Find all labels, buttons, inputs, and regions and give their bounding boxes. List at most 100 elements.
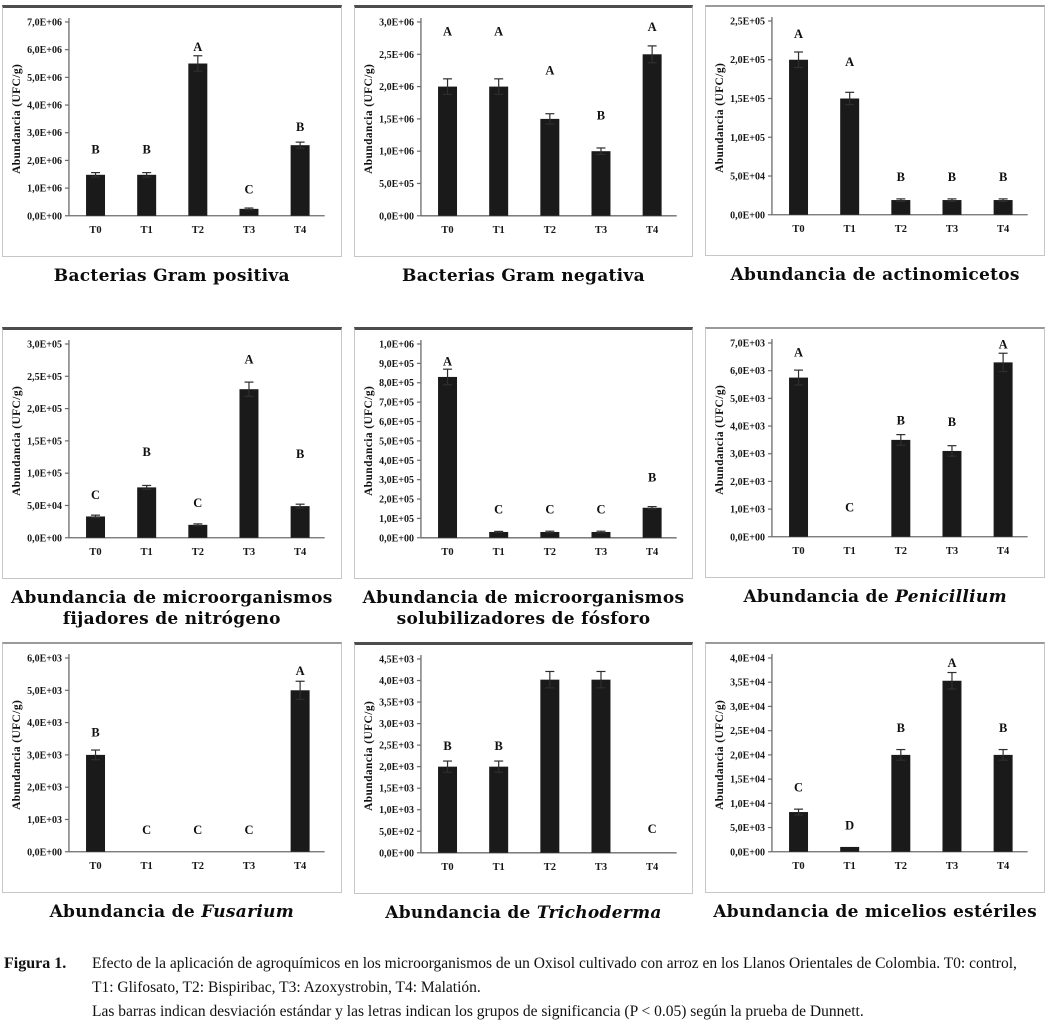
- y-tick-label: 1,0E+04: [731, 799, 766, 810]
- y-tick-label: 8,0E+05: [379, 378, 414, 389]
- chart-title: Abundancia de Penicillium: [705, 587, 1045, 608]
- bar-T4: [642, 507, 662, 538]
- bar-chart-penicillium: 0,0E+00 1,0E+03 2,0E+03 3,0E+03 4,0E+03 5,0E+…: [714, 337, 1028, 557]
- y-tick-label: 1,0E+06: [27, 184, 62, 195]
- chart-title-line: Abundancia de microorganismos: [354, 588, 694, 609]
- chart-cell-gram-positiva: 0,0E+00 1,0E+06 2,0E+06 3,0E+06 4,0E+06 5,0E+…: [2, 5, 342, 327]
- x-tick-label: T2: [895, 224, 907, 235]
- significance-letter: C: [142, 823, 151, 837]
- chart-title-line: Bacterias Gram positiva: [2, 266, 342, 287]
- y-tick-label: 0,0E+00: [379, 849, 414, 860]
- significance-letter: C: [244, 823, 253, 837]
- significance-letter: A: [443, 354, 452, 368]
- significance-letter: C: [494, 503, 503, 517]
- significance-letter: D: [845, 819, 854, 833]
- x-tick-label: T0: [89, 547, 101, 558]
- chart-cell-solubilizadores-fosforo: 0,0E+00 1,0E+05 2,0E+05 3,0E+05 4,0E+05 5,0E+…: [353, 327, 694, 642]
- significance-letter: B: [897, 413, 905, 427]
- x-tick-label: T0: [89, 225, 101, 236]
- caption-paragraph-1: Efecto de la aplicación de agroquímicos …: [92, 955, 1017, 997]
- x-tick-label: T1: [844, 861, 856, 872]
- y-tick-label: 3,0E+05: [379, 475, 414, 486]
- bar-T2: [891, 200, 911, 215]
- x-tick-label: T0: [441, 547, 453, 558]
- x-tick-label: T3: [946, 546, 958, 557]
- significance-letter: A: [948, 656, 957, 670]
- chart-title-segment: Bacterias Gram positiva: [53, 265, 290, 286]
- bar-T0: [789, 812, 809, 853]
- x-tick-label: T4: [646, 862, 659, 873]
- significance-letter: B: [648, 471, 656, 485]
- chart-title-italic-segment: Penicillium: [895, 586, 1007, 607]
- y-tick-label: 2,0E+03: [27, 783, 62, 794]
- x-tick-label: T2: [543, 547, 555, 558]
- y-tick-label: 1,5E+06: [379, 114, 414, 125]
- caption-paragraph-2: Las barras indican desviación estándar y…: [92, 1003, 864, 1021]
- x-tick-label: T2: [543, 225, 555, 236]
- y-tick-label: 4,0E+04: [731, 654, 766, 665]
- y-tick-label: 2,5E+04: [731, 726, 766, 737]
- chart-title-segment: Abundancia de: [385, 903, 537, 923]
- x-tick-label: T2: [192, 547, 204, 558]
- x-tick-label: T2: [895, 546, 907, 557]
- bar-T2: [539, 118, 559, 216]
- chart-panel: 0,0E+00 1,0E+03 2,0E+03 3,0E+03 4,0E+03 5,0E+…: [705, 327, 1045, 578]
- y-tick-label: 2,0E+05: [731, 55, 766, 66]
- bar-T0: [86, 755, 106, 853]
- charts-grid: 0,0E+00 1,0E+06 2,0E+06 3,0E+06 4,0E+06 5,0E+…: [2, 5, 1045, 934]
- bar-T4: [993, 362, 1013, 537]
- chart-title-segment: Abundancia de microorganismos: [362, 587, 685, 608]
- chart-panel: 0,0E+00 5,0E+04 1,0E+05 1,5E+05 2,0E+05 2,5E+…: [2, 327, 342, 579]
- chart-cell-trichoderma: 0,0E+00 5,0E+02 1,0E+03 1,5E+03 2,0E+03 2,5E+…: [353, 642, 694, 934]
- x-tick-label: T2: [192, 861, 204, 872]
- y-axis-label: Abundancia (UFC/g): [363, 64, 375, 174]
- bar-T3: [239, 208, 259, 216]
- y-tick-label: 3,5E+04: [731, 678, 766, 689]
- significance-letter: B: [494, 739, 502, 753]
- chart-cell-micelios-esteriles: 0,0E+00 5,0E+03 1,0E+04 1,5E+04 2,0E+04 2,5E+…: [705, 642, 1045, 934]
- significance-letter: B: [897, 721, 905, 735]
- y-tick-label: 0,0E+00: [27, 211, 62, 222]
- bar-T1: [137, 487, 157, 538]
- x-tick-label: T1: [492, 547, 504, 558]
- chart-panel: 0,0E+00 1,0E+06 2,0E+06 3,0E+06 4,0E+06 5,0E+…: [2, 5, 342, 257]
- significance-letter: B: [91, 726, 99, 740]
- chart-title-segment: Abundancia de micelios estériles: [713, 901, 1037, 922]
- bar-chart-bacterias-gram-positiva: 0,0E+00 1,0E+06 2,0E+06 3,0E+06 4,0E+06 5,0E+…: [11, 17, 325, 236]
- bar-T2: [891, 755, 911, 853]
- significance-letter: B: [948, 415, 956, 429]
- chart-panel: 0,0E+00 5,0E+02 1,0E+03 1,5E+03 2,0E+03 2,5E+…: [353, 642, 694, 894]
- x-tick-label: T0: [441, 225, 453, 236]
- significance-letter: C: [545, 503, 554, 517]
- bar-T3: [942, 200, 962, 215]
- chart-title: Abundancia de microorganismos fijadores d…: [2, 588, 342, 631]
- significance-letter: B: [897, 170, 905, 184]
- chart-title-italic-segment: Fusarium: [201, 901, 295, 922]
- y-axis-label: Abundancia (UFC/g): [11, 64, 23, 174]
- chart-title-line: Abundancia de microorganismos: [2, 588, 342, 609]
- y-tick-label: 1,0E+06: [379, 147, 414, 158]
- y-tick-label: 1,5E+03: [379, 784, 414, 795]
- bar-T2: [188, 63, 208, 216]
- bar-chart-trichoderma: 0,0E+00 5,0E+02 1,0E+03 1,5E+03 2,0E+03 2,5E+…: [363, 655, 677, 873]
- chart-cell-fusarium: 0,0E+00 1,0E+03 2,0E+03 3,0E+03 4,0E+03 5,0E+…: [2, 642, 342, 934]
- significance-letter: C: [647, 822, 656, 836]
- y-tick-label: 7,0E+03: [731, 338, 766, 349]
- y-tick-label: 2,0E+06: [379, 82, 414, 93]
- significance-letter: C: [596, 503, 605, 517]
- significance-letter: C: [244, 182, 253, 196]
- chart-title: Abundancia de micelios estériles: [705, 902, 1045, 923]
- significance-letter: B: [948, 170, 956, 184]
- y-tick-label: 1,0E+03: [27, 815, 62, 826]
- significance-letter: B: [596, 109, 604, 123]
- y-tick-label: 3,0E+03: [27, 751, 62, 762]
- y-tick-label: 4,0E+06: [27, 101, 62, 112]
- bar-T2: [891, 439, 911, 537]
- x-tick-label: T1: [844, 224, 856, 235]
- significance-letter: A: [296, 664, 305, 678]
- x-tick-label: T3: [243, 225, 255, 236]
- chart-panel: 0,0E+00 1,0E+03 2,0E+03 3,0E+03 4,0E+03 5,0E+…: [2, 642, 342, 893]
- y-tick-label: 3,5E+03: [379, 698, 414, 709]
- bar-chart-actinomicetos: 0,0E+00 5,0E+04 1,0E+05 1,5E+05 2,0E+05 2,5E+…: [714, 16, 1028, 235]
- chart-title-line: fijadores de nitrógeno: [2, 609, 342, 630]
